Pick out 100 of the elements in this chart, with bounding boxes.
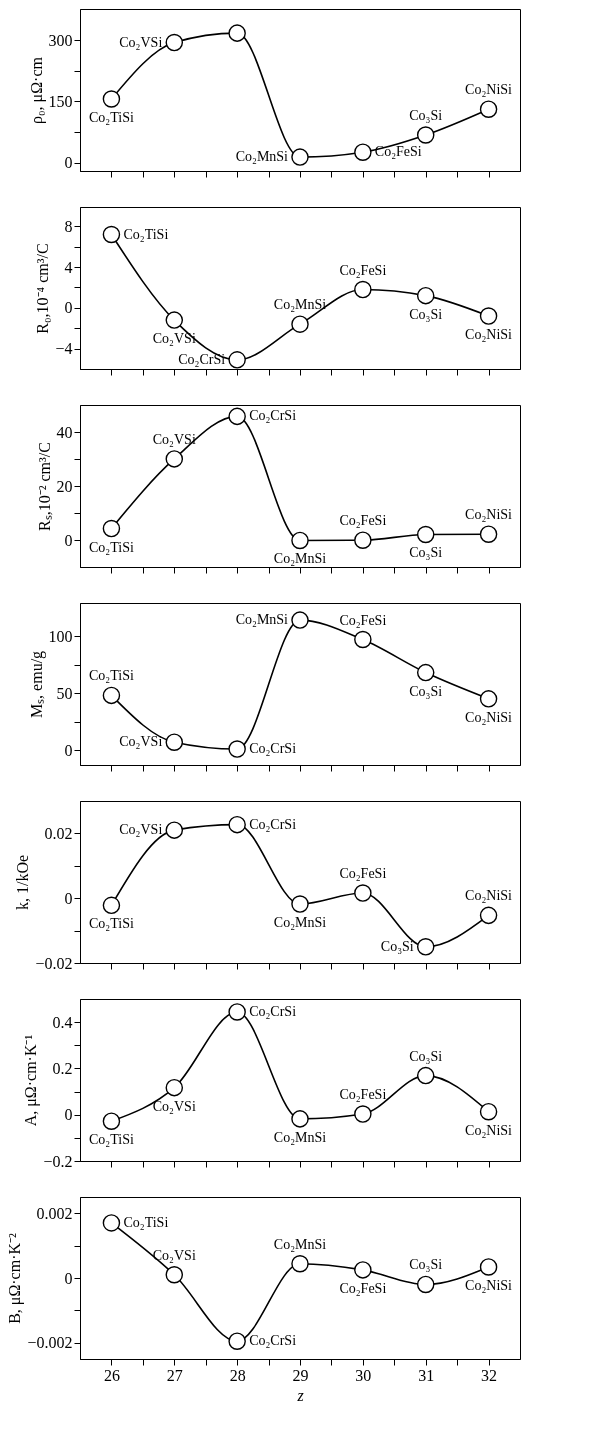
annotation: Co₂TiSi xyxy=(123,1214,169,1230)
point xyxy=(102,225,121,244)
point xyxy=(291,531,309,550)
annotation: Co₂VSi xyxy=(119,734,163,750)
point xyxy=(479,307,498,325)
y-axis-title: ρ₀, μΩ·cm xyxy=(27,56,46,124)
point xyxy=(165,733,184,751)
point xyxy=(479,690,498,708)
point xyxy=(416,938,435,956)
point xyxy=(416,286,435,305)
point xyxy=(228,24,246,42)
point xyxy=(354,280,372,299)
point xyxy=(479,906,498,925)
point xyxy=(416,126,435,144)
point xyxy=(354,1261,372,1279)
point xyxy=(416,1066,435,1085)
y-tick-label: 50 xyxy=(56,684,73,702)
point xyxy=(165,1078,184,1097)
point xyxy=(228,815,246,834)
y-axis-title: B, μΩ·cm·K⁻² xyxy=(6,1232,25,1324)
point xyxy=(479,525,498,543)
annotation: Co₂MnSi xyxy=(235,612,289,628)
point xyxy=(165,821,184,839)
point xyxy=(102,1112,121,1130)
annotation: Co₂FeSi xyxy=(374,144,422,160)
y-tick-label: −0.02 xyxy=(35,954,73,972)
point xyxy=(102,519,121,538)
annotation: Co₂CrSi xyxy=(249,741,297,757)
point xyxy=(354,531,372,549)
annotation: Co₂TiSi xyxy=(123,226,169,242)
y-tick-label: 0.2 xyxy=(52,1059,73,1077)
y-tick-label: 150 xyxy=(48,92,73,110)
y-tick-label: 300 xyxy=(48,31,73,49)
annotation: Co₂CrSi xyxy=(249,816,297,832)
point xyxy=(291,1110,309,1128)
annotation: Co₂VSi xyxy=(152,1247,196,1263)
y-axis-title: Mₛ, emu/g xyxy=(27,650,46,719)
annotation: Co₂MnSi xyxy=(273,297,327,313)
point xyxy=(479,100,498,118)
y-tick-label: 0 xyxy=(64,1106,73,1124)
y-tick-label: 0.4 xyxy=(52,1013,73,1031)
x-tick-label: 30 xyxy=(355,1366,372,1384)
y-tick-label: 0 xyxy=(64,531,73,549)
annotation: Co₂CrSi xyxy=(178,351,226,367)
y-tick-label: 0.02 xyxy=(44,824,73,842)
point xyxy=(228,407,246,426)
point xyxy=(291,315,309,333)
point xyxy=(228,740,246,758)
y-tick-label: −4 xyxy=(55,340,73,358)
annotation: Co₃Si xyxy=(409,306,443,322)
annotation: Co₂NiSi xyxy=(465,1122,513,1138)
annotation: Co₂MnSi xyxy=(273,1129,327,1145)
annotation: Co₂NiSi xyxy=(465,82,513,98)
annotation: Co₃Si xyxy=(409,108,443,123)
x-tick-label: 28 xyxy=(229,1366,246,1384)
y-tick-label: −0.002 xyxy=(27,1334,73,1352)
annotation: Co₂TiSi xyxy=(89,1132,134,1148)
x-tick-label: 32 xyxy=(481,1366,498,1384)
y-axis-title: Rₛ,10⁻² cm³/C xyxy=(35,442,53,531)
y-tick-label: 0.002 xyxy=(36,1204,73,1222)
annotation: Co₂FeSi xyxy=(339,866,387,882)
point xyxy=(354,630,372,649)
annotation: Co₂TiSi xyxy=(89,668,134,684)
point xyxy=(354,884,372,902)
annotation: Co₂VSi xyxy=(152,431,196,447)
y-tick-label: 40 xyxy=(56,423,73,441)
point xyxy=(354,143,372,161)
annotation: Co₂CrSi xyxy=(249,1333,297,1349)
point xyxy=(479,1258,498,1276)
y-axis-title: A, μΩ·cm·K⁻¹ xyxy=(22,1034,41,1127)
annotation: Co₂NiSi xyxy=(465,327,513,343)
x-tick-label: 26 xyxy=(103,1366,120,1384)
annotation: Co₂VSi xyxy=(119,34,163,50)
point xyxy=(228,1003,246,1021)
annotation: Co₂FeSi xyxy=(339,513,387,529)
point xyxy=(228,1332,246,1350)
y-axis-title: R₀,10⁻⁴ cm³/C xyxy=(34,243,52,334)
point xyxy=(102,896,121,915)
point xyxy=(479,1102,498,1121)
point xyxy=(291,895,309,913)
point xyxy=(291,1255,309,1273)
point xyxy=(165,33,184,52)
point xyxy=(291,148,309,166)
annotation: Co₂CrSi xyxy=(249,408,297,424)
point xyxy=(416,663,435,682)
annotation: Co₂TiSi xyxy=(89,916,134,932)
annotation: Co₂TiSi xyxy=(89,110,134,125)
annotation: Co₂VSi xyxy=(152,331,196,347)
annotation: Co₃Si xyxy=(409,545,443,561)
y-tick-label: 0 xyxy=(64,889,73,907)
annotation: Co₂NiSi xyxy=(465,888,513,904)
annotation: Co₂CrSi xyxy=(249,1003,297,1019)
y-axis-title: k, 1/kOe xyxy=(14,854,32,911)
y-tick-label: 0 xyxy=(64,299,73,317)
annotation: Co₃Si xyxy=(409,683,443,699)
x-axis-title: z xyxy=(296,1386,305,1404)
annotation: Co₂MnSi xyxy=(273,915,327,931)
y-tick-label: 4 xyxy=(64,258,73,276)
y-tick-label: 0 xyxy=(64,741,73,759)
y-tick-label: 100 xyxy=(48,627,73,645)
